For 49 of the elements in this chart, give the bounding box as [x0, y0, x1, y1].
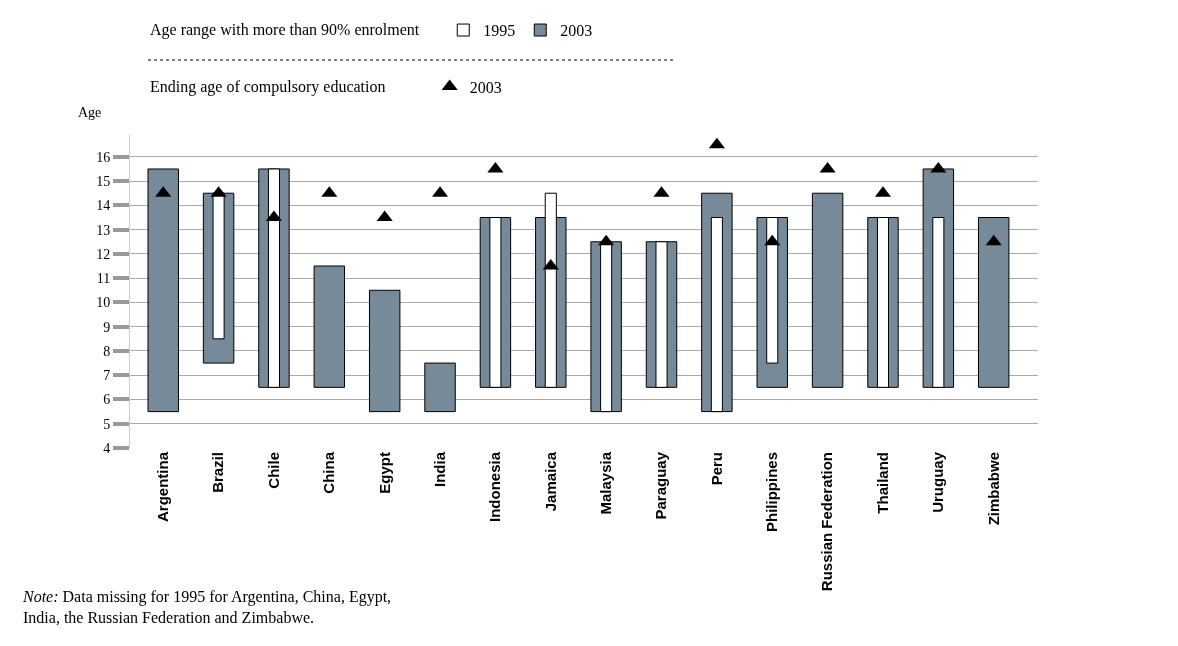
legend-label: 2003: [469, 78, 502, 96]
bar: [368, 289, 401, 413]
text: Note: Data missing for 1995 for Argentina, China, Egypt, India, the Russian Federation and Zimbabwe.: [22, 588, 392, 626]
point: [985, 234, 1002, 246]
x-tick-label: Indonesia: [486, 451, 504, 523]
point: [598, 234, 615, 246]
x-tick-label: Brazil: [209, 452, 227, 493]
y-tick-label: 14: [96, 198, 111, 214]
y-tick-label: 4: [103, 440, 111, 456]
text: Ending age of compulsory education: [150, 78, 386, 96]
bar: [977, 217, 1010, 388]
x-tick-label: Uruguay: [929, 451, 947, 513]
bar: [147, 168, 179, 413]
text: Age range with more than 90% enrolment: [150, 21, 420, 39]
point: [819, 161, 836, 173]
x-tick-label: Argentina: [154, 451, 172, 523]
x-tick-label: Philippines: [763, 452, 781, 533]
point: [930, 161, 947, 173]
y-tick-label: 7: [103, 368, 111, 384]
y-tick-label: 12: [96, 246, 111, 262]
y-tick-label: 6: [103, 392, 111, 408]
y-axis-title: Age: [78, 105, 102, 120]
x-tick-label: Egypt: [375, 452, 393, 494]
y-tick-label: 5: [103, 416, 111, 432]
x-tick-label: Thailand: [873, 452, 891, 514]
legend-label: 2003: [560, 22, 593, 40]
point: [708, 137, 725, 149]
bar: [811, 192, 844, 388]
x-tick-label: Zimbabwe: [984, 452, 1002, 526]
x-tick-label: Paraguay: [652, 451, 670, 520]
legend-label: 1995: [483, 22, 516, 40]
x-tick-label: Russian Federation: [818, 452, 836, 592]
y-tick-label: 8: [103, 343, 111, 359]
y-tick-label: 10: [96, 295, 111, 311]
point: [764, 234, 781, 246]
x-tick-label: Chile: [264, 452, 282, 489]
y-tick-label: 9: [103, 319, 111, 335]
x-tick-label: China: [320, 451, 338, 494]
x-tick-label: India: [430, 451, 448, 488]
y-tick-label: 11: [96, 271, 111, 287]
bar: [424, 362, 456, 413]
y-tick-label: 13: [96, 222, 111, 238]
y-tick-label: 15: [96, 174, 111, 189]
x-tick-label: Malaysia: [597, 451, 615, 515]
y-tick-label: 16: [96, 149, 111, 165]
x-tick-label: Peru: [707, 452, 725, 486]
bar: [313, 265, 346, 388]
x-tick-label: Jamaica: [541, 451, 559, 512]
point: [487, 161, 504, 173]
